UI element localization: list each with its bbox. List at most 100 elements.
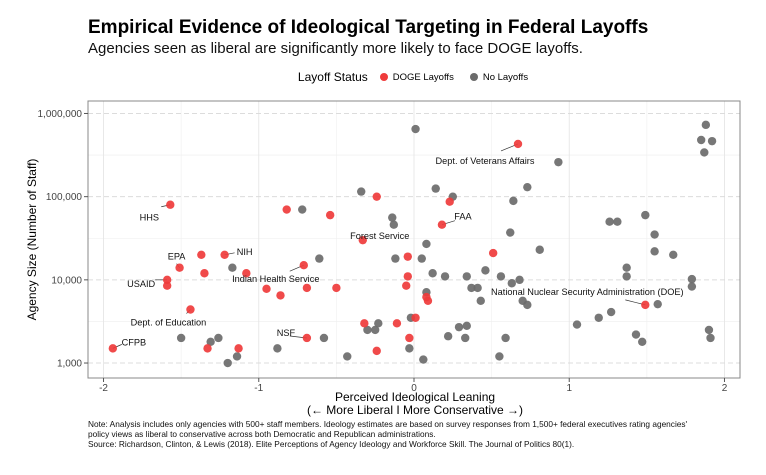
point-no-layoffs [374,319,383,328]
point-no-layoffs [298,205,307,214]
point-doge [234,344,243,353]
point-no-layoffs [707,136,717,146]
point-no-layoffs [363,325,372,335]
point-no-layoffs [273,344,282,353]
point-doge [262,284,271,294]
point-doge [203,344,212,353]
point-no-layoffs [176,333,186,343]
x-tick-label: 1 [566,383,572,394]
point-doge [282,205,291,214]
point-no-layoffs [419,355,428,364]
point-doge [162,275,172,285]
y-tick-label: 10,000 [51,275,82,286]
x-tick-label: 2 [722,383,728,394]
point-no-layoffs [454,322,464,332]
point-no-layoffs [622,272,631,281]
point-doge [166,200,175,209]
point-no-layoffs [411,124,420,134]
point-no-layoffs [357,187,366,196]
point-label: USAID [127,279,155,289]
data-points [108,120,717,368]
point-no-layoffs [606,307,616,317]
point-no-layoffs [462,272,471,281]
point-no-layoffs [417,254,426,263]
footnote: Note: Analysis includes only agencies wi… [88,419,708,449]
point-no-layoffs [687,282,697,291]
x-tick-label: 0 [411,383,417,394]
point-no-layoffs [232,352,242,361]
point-no-layoffs [631,330,641,339]
point-doge [162,281,172,290]
x-tick-label: -1 [254,383,263,394]
point-no-layoffs [495,352,504,361]
point-label: CFPB [122,337,147,347]
point-no-layoffs [440,272,450,281]
point-no-layoffs [554,157,563,167]
y-tick-label: 100,000 [46,192,83,203]
point-doge [488,248,498,258]
point-no-layoffs [370,325,380,335]
legend-red-dot-icon [379,73,388,81]
point-label: NIH [237,247,253,257]
point-doge [445,197,454,206]
x-tick-label: -2 [99,383,108,394]
point-doge [641,300,650,310]
point-no-layoffs [650,230,659,239]
point-no-layoffs [605,217,614,226]
point-no-layoffs [506,228,515,237]
point-doge [437,220,447,229]
point-doge [392,319,402,328]
point-doge [242,269,251,278]
point-no-layoffs [388,213,397,222]
point-no-layoffs [523,182,532,192]
point-no-layoffs [523,300,532,310]
legend-item-no-layoffs: No Layoffs [469,71,529,83]
legend-title: Layoff Status [297,70,368,84]
point-no-layoffs [507,279,516,288]
point-no-layoffs [496,272,506,281]
point-doge [276,291,285,300]
legend: Layoff Status DOGE Layoffs No Layoffs [0,70,766,84]
point-no-layoffs [594,313,603,322]
x-axis-subtitle: (← More Liberal I More Conservative →) [307,403,523,417]
point-doge [200,269,209,278]
chart-subtitle: Agencies seen as liberal are significant… [88,40,583,57]
point-doge [423,296,433,305]
point-doge [325,210,335,220]
point-no-layoffs [343,352,352,361]
point-no-layoffs [481,266,490,275]
point-no-layoffs [515,275,524,285]
axes: -2 -1 0 1 2 1,000 10,000 100,000 1,000,000 [38,109,728,394]
point-no-layoffs [422,239,431,249]
point-doge [513,139,523,149]
point-no-layoffs [687,274,697,284]
point-label: EPA [168,252,187,262]
point-doge [405,333,414,343]
point-doge [186,305,195,314]
point-doge [175,263,184,272]
point-no-layoffs [405,344,414,353]
point-no-layoffs [700,148,709,157]
point-label: HHS [140,213,159,223]
point-label: National Nuclear Security Administration… [491,287,684,297]
point-doge [403,252,412,261]
point-no-layoffs [669,250,678,260]
point-doge [332,283,341,293]
legend-label-doge: DOGE Layoffs [392,71,454,83]
point-doge [108,344,118,353]
point-no-layoffs [638,337,647,346]
legend-label-no-layoffs: No Layoffs [482,71,529,83]
point-doge [220,250,229,260]
point-no-layoffs [428,269,437,278]
point-no-layoffs [391,254,400,263]
point-labels: HHS Forest Service EPA NIH Indian Health Ser… [122,156,684,347]
y-tick-label: 1,000,000 [38,109,83,120]
point-no-layoffs [431,184,440,193]
point-no-layoffs [622,263,631,272]
point-no-layoffs [650,247,659,256]
point-label: FAA [454,212,472,222]
point-no-layoffs [223,358,232,368]
point-no-layoffs [315,254,324,263]
point-doge [372,192,381,201]
